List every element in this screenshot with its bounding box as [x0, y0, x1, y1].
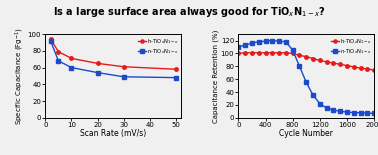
n-TiO$_x$N$_{1-x}$: [48, 40, 53, 42]
h-TiO$_x$N$_{1-x}$: [338, 63, 342, 65]
n-TiO$_x$N$_{1-x}$: [311, 94, 315, 96]
n-TiO$_x$N$_{1-x}$: [290, 49, 295, 51]
n-TiO$_x$N$_{1-x}$: [345, 111, 349, 113]
n-TiO$_x$N$_{1-x}$: [277, 40, 281, 42]
h-TiO$_x$N$_{1-x}$: [249, 52, 254, 54]
h-TiO$_x$N$_{1-x}$: [256, 52, 261, 54]
h-TiO$_x$N$_{1-x}$: [270, 52, 274, 54]
n-TiO$_x$N$_{1-x}$: [236, 46, 240, 48]
n-TiO$_x$N$_{1-x}$: [372, 112, 376, 114]
h-TiO$_x$N$_{1-x}$: [263, 52, 268, 54]
h-TiO$_x$N$_{1-x}$: [277, 52, 281, 54]
h-TiO$_x$N$_{1-x}$: [372, 69, 376, 71]
h-TiO$_x$N$_{1-x}$: [345, 65, 349, 67]
Y-axis label: Specific Capacitance (Fg$^{-1}$): Specific Capacitance (Fg$^{-1}$): [14, 27, 26, 125]
Line: n-TiO$_x$N$_{1-x}$: n-TiO$_x$N$_{1-x}$: [49, 39, 178, 79]
Line: h-TiO$_x$N$_{1-x}$: h-TiO$_x$N$_{1-x}$: [49, 37, 178, 71]
h-TiO$_x$N$_{1-x}$: [69, 58, 74, 59]
h-TiO$_x$N$_{1-x}$: [290, 53, 295, 54]
h-TiO$_x$N$_{1-x}$: [304, 56, 308, 58]
h-TiO$_x$N$_{1-x}$: [324, 61, 329, 63]
Line: n-TiO$_x$N$_{1-x}$: n-TiO$_x$N$_{1-x}$: [237, 39, 376, 115]
n-TiO$_x$N$_{1-x}$: [69, 67, 74, 69]
h-TiO$_x$N$_{1-x}$: [352, 66, 356, 68]
n-TiO$_x$N$_{1-x}$: [304, 82, 308, 83]
h-TiO$_x$N$_{1-x}$: [318, 60, 322, 61]
h-TiO$_x$N$_{1-x}$: [284, 52, 288, 54]
h-TiO$_x$N$_{1-x}$: [297, 54, 302, 56]
Y-axis label: Capacitance Retention (%): Capacitance Retention (%): [213, 29, 219, 123]
n-TiO$_x$N$_{1-x}$: [338, 110, 342, 112]
n-TiO$_x$N$_{1-x}$: [95, 72, 100, 73]
n-TiO$_x$N$_{1-x}$: [174, 77, 178, 79]
n-TiO$_x$N$_{1-x}$: [324, 107, 329, 109]
n-TiO$_x$N$_{1-x}$: [284, 41, 288, 43]
h-TiO$_x$N$_{1-x}$: [121, 66, 126, 68]
Legend: h-TiO$_x$N$_{1-x}$, n-TiO$_x$N$_{1-x}$: h-TiO$_x$N$_{1-x}$, n-TiO$_x$N$_{1-x}$: [138, 37, 179, 56]
n-TiO$_x$N$_{1-x}$: [263, 40, 268, 42]
n-TiO$_x$N$_{1-x}$: [297, 65, 302, 67]
n-TiO$_x$N$_{1-x}$: [358, 112, 363, 114]
h-TiO$_x$N$_{1-x}$: [311, 58, 315, 60]
n-TiO$_x$N$_{1-x}$: [56, 60, 61, 62]
Legend: h-TiO$_x$N$_{1-x}$, n-TiO$_x$N$_{1-x}$: h-TiO$_x$N$_{1-x}$, n-TiO$_x$N$_{1-x}$: [331, 37, 372, 56]
n-TiO$_x$N$_{1-x}$: [270, 40, 274, 42]
Text: Is a large surface area always good for TiO$_x$N$_{1-x}$?: Is a large surface area always good for …: [53, 5, 325, 19]
n-TiO$_x$N$_{1-x}$: [256, 41, 261, 43]
h-TiO$_x$N$_{1-x}$: [56, 51, 61, 53]
X-axis label: Cycle Number: Cycle Number: [279, 129, 333, 138]
h-TiO$_x$N$_{1-x}$: [331, 62, 336, 64]
h-TiO$_x$N$_{1-x}$: [174, 68, 178, 70]
n-TiO$_x$N$_{1-x}$: [318, 103, 322, 105]
Line: h-TiO$_x$N$_{1-x}$: h-TiO$_x$N$_{1-x}$: [237, 51, 376, 72]
n-TiO$_x$N$_{1-x}$: [243, 44, 247, 46]
h-TiO$_x$N$_{1-x}$: [358, 67, 363, 69]
n-TiO$_x$N$_{1-x}$: [352, 112, 356, 114]
h-TiO$_x$N$_{1-x}$: [48, 38, 53, 40]
X-axis label: Scan Rate (mV/s): Scan Rate (mV/s): [80, 129, 146, 138]
h-TiO$_x$N$_{1-x}$: [236, 53, 240, 54]
n-TiO$_x$N$_{1-x}$: [249, 42, 254, 44]
n-TiO$_x$N$_{1-x}$: [365, 112, 370, 114]
h-TiO$_x$N$_{1-x}$: [365, 68, 370, 70]
h-TiO$_x$N$_{1-x}$: [243, 52, 247, 54]
n-TiO$_x$N$_{1-x}$: [331, 109, 336, 111]
h-TiO$_x$N$_{1-x}$: [95, 62, 100, 64]
n-TiO$_x$N$_{1-x}$: [121, 76, 126, 78]
